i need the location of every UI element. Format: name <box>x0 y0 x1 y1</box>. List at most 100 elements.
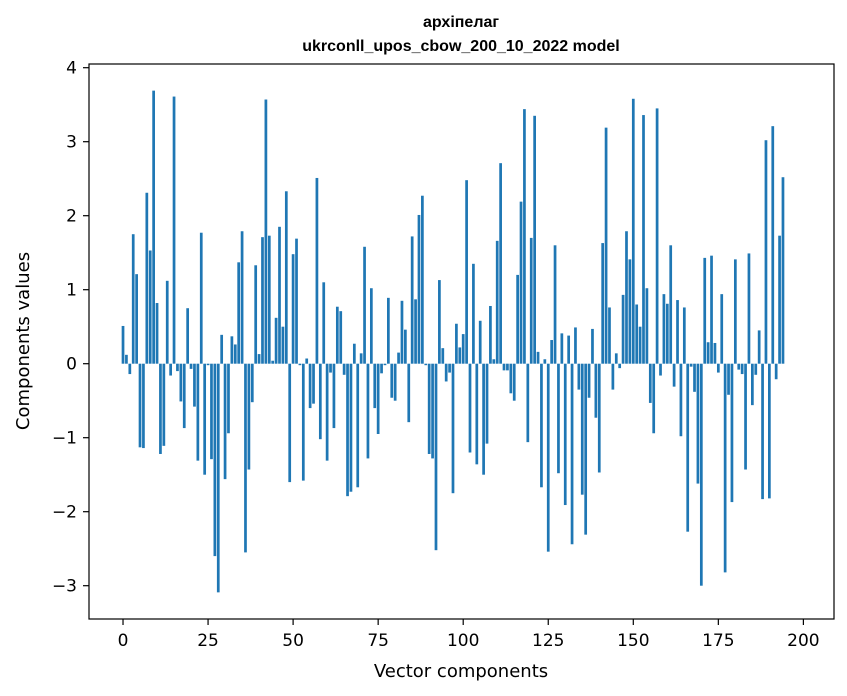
x-tick-label: 25 <box>197 631 219 651</box>
bar-193 <box>778 235 781 364</box>
bar-60 <box>325 363 329 461</box>
bar-8 <box>148 250 152 364</box>
bar-56 <box>312 363 315 404</box>
bar-89 <box>424 363 428 366</box>
bar-99 <box>458 347 462 364</box>
y-tick-label: −3 <box>52 577 77 597</box>
bar-181 <box>737 363 741 370</box>
bar-161 <box>669 245 673 364</box>
bar-127 <box>553 245 557 364</box>
bar-123 <box>540 363 543 488</box>
bar-159 <box>662 294 666 364</box>
bar-66 <box>346 363 349 497</box>
bar-163 <box>676 300 679 364</box>
y-tick-label: 0 <box>66 355 77 375</box>
bar-93 <box>438 280 441 364</box>
bar-152 <box>638 326 642 364</box>
bar-190 <box>768 363 771 499</box>
bar-83 <box>404 329 407 364</box>
bar-150 <box>631 98 635 364</box>
bar-33 <box>233 344 237 364</box>
plot-frame <box>88 63 835 620</box>
bar-143 <box>608 307 611 364</box>
chart-title: архіпелаг <box>423 14 499 31</box>
bar-144 <box>611 363 615 390</box>
bar-157 <box>655 108 659 364</box>
bar-12 <box>162 363 166 446</box>
bar-97 <box>451 363 455 494</box>
bar-59 <box>322 282 326 364</box>
bar-118 <box>523 109 526 364</box>
bar-128 <box>557 363 560 474</box>
bar-64 <box>339 311 343 364</box>
bar-29 <box>220 334 224 364</box>
bar-1 <box>125 354 128 364</box>
bar-105 <box>478 320 482 364</box>
bar-88 <box>421 195 424 364</box>
bar-114 <box>509 363 513 394</box>
x-tick-label: 50 <box>282 631 304 651</box>
bar-104 <box>475 363 479 465</box>
bar-108 <box>489 305 492 364</box>
bar-86 <box>414 299 417 364</box>
bar-43 <box>267 235 271 364</box>
bar-194 <box>781 177 785 364</box>
bar-16 <box>176 363 179 372</box>
bar-182 <box>740 363 744 375</box>
bar-7 <box>145 192 149 364</box>
x-tick-label: 175 <box>702 631 734 651</box>
bar-178 <box>727 363 730 395</box>
bar-164 <box>679 363 683 437</box>
bar-160 <box>665 303 669 364</box>
bar-71 <box>363 246 366 364</box>
bar-173 <box>710 255 713 364</box>
bar-96 <box>448 363 451 373</box>
bar-126 <box>550 340 554 364</box>
bar-84 <box>407 363 411 423</box>
bar-78 <box>387 297 390 364</box>
bar-162 <box>672 363 676 387</box>
bar-20 <box>189 363 193 369</box>
bar-141 <box>601 243 605 364</box>
y-axis: −3 −2 −1 0 1 2 3 4 <box>52 59 89 597</box>
bar-46 <box>278 226 281 364</box>
bar-5 <box>138 363 142 448</box>
bar-113 <box>506 363 509 371</box>
bar-140 <box>597 363 601 473</box>
bar-175 <box>716 363 720 373</box>
bar-91 <box>431 363 434 459</box>
bar-21 <box>193 363 196 407</box>
bar-18 <box>182 363 186 429</box>
x-tick-label: 75 <box>367 631 389 651</box>
bar-63 <box>335 306 339 364</box>
bar-148 <box>625 231 628 364</box>
bar-39 <box>254 265 258 364</box>
bar-58 <box>318 363 322 440</box>
bar-94 <box>441 348 445 364</box>
bar-111 <box>499 163 502 364</box>
bar-109 <box>492 359 496 364</box>
bar-30 <box>223 363 227 480</box>
bar-40 <box>257 354 261 364</box>
bar-103 <box>472 263 475 364</box>
bar-188 <box>761 363 764 500</box>
bar-125 <box>546 363 550 552</box>
bar-102 <box>468 363 472 453</box>
bar-185 <box>751 363 754 406</box>
bar-171 <box>703 257 707 364</box>
bar-6 <box>142 363 145 449</box>
y-tick-label: 3 <box>66 133 77 153</box>
bar-65 <box>342 363 346 375</box>
bar-3 <box>131 234 135 364</box>
bar-110 <box>495 240 499 364</box>
bar-186 <box>754 363 758 375</box>
bar-122 <box>536 351 540 364</box>
bar-35 <box>240 231 244 364</box>
bar-77 <box>383 363 387 366</box>
bar-50 <box>291 254 295 364</box>
bar-156 <box>652 363 656 434</box>
bar-87 <box>417 214 421 364</box>
x-tick-label: 100 <box>447 631 479 651</box>
bar-165 <box>682 307 686 364</box>
y-tick-label: −2 <box>52 503 77 523</box>
